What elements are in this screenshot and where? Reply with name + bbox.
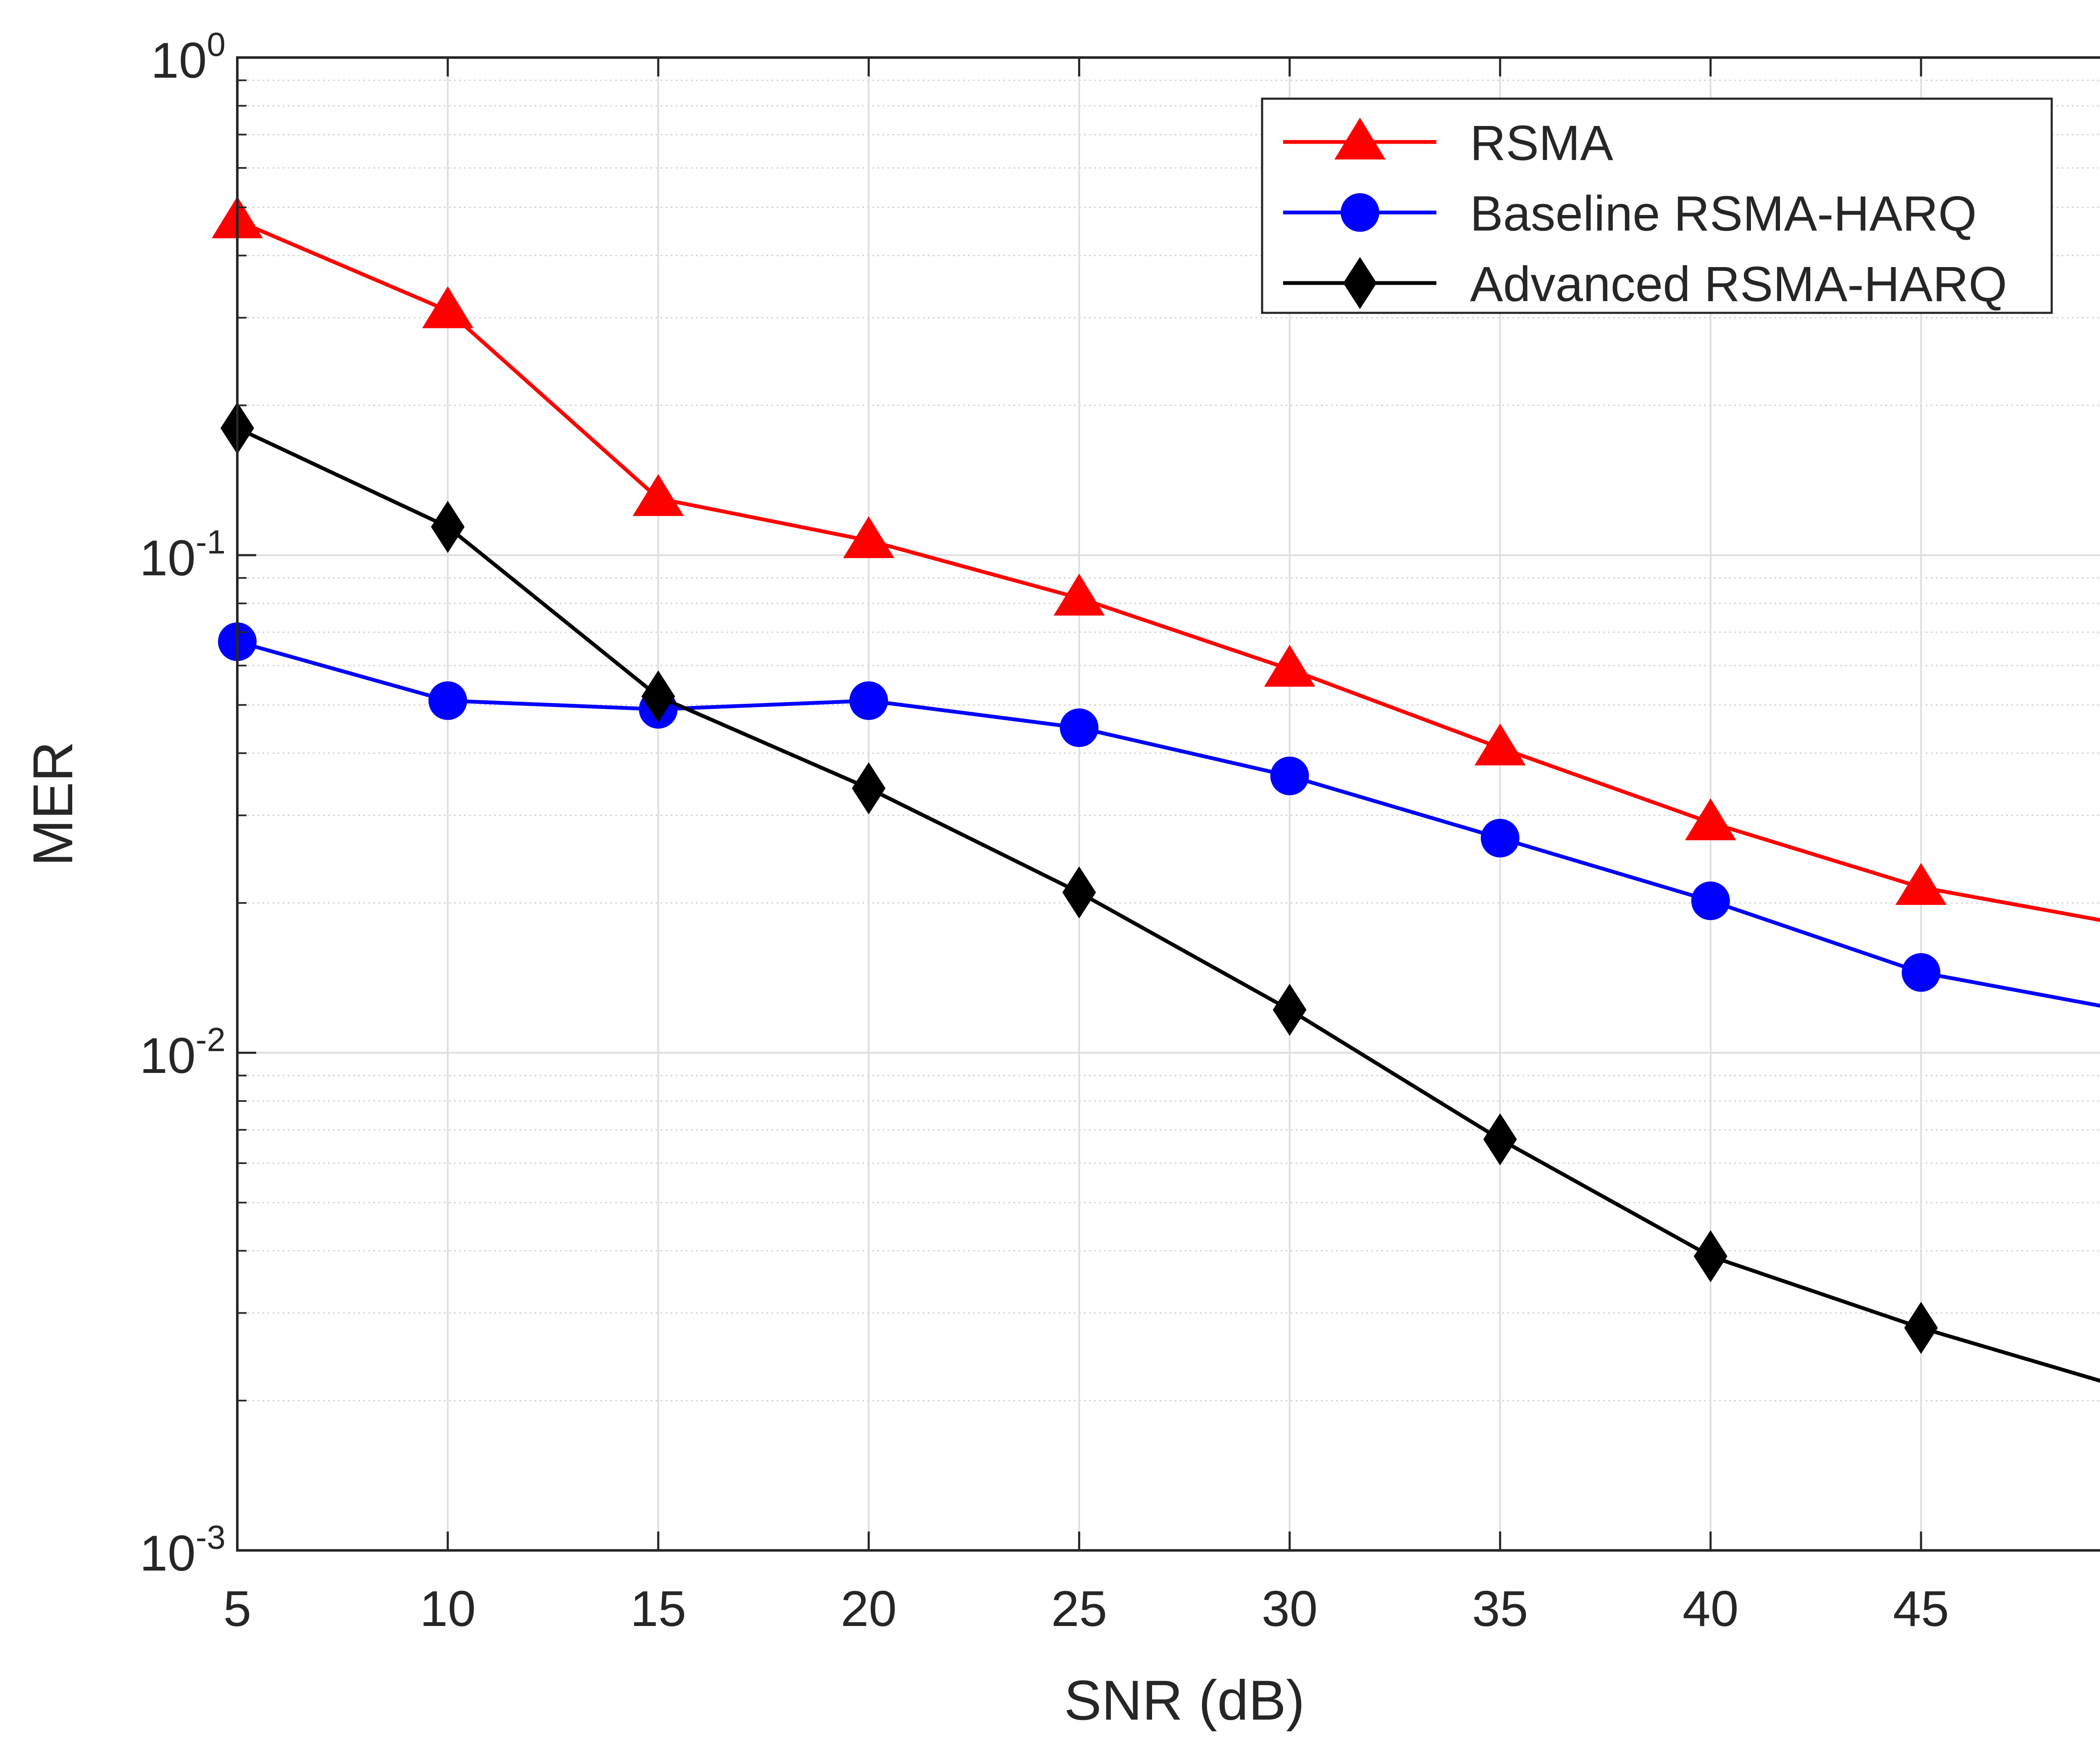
data-point-advanced-rsma-harq [641,670,675,723]
legend: RSMA Baseline RSMA-HARQ Advanced RSMA-HARQ [1261,97,2053,314]
y-tick-label: 10-2 [139,1021,226,1084]
x-tick-label: 40 [1683,1581,1738,1637]
series-layer [212,196,2100,1383]
plot-frame [236,56,2100,1552]
data-point-advanced-rsma-harq [1693,1230,1727,1282]
data-point-baseline-rsma-harq [1691,881,1730,920]
x-tick-label: 45 [1893,1581,1949,1637]
data-point-baseline-rsma-harq [1270,756,1309,795]
series-advanced-rsma-harq [220,402,2100,1383]
y-tick-label: 10-3 [139,1518,226,1581]
series-line-baseline-rsma-harq [236,640,2100,1008]
data-point-advanced-rsma-harq [1904,1302,1938,1354]
data-point-advanced-rsma-harq [852,762,886,815]
legend-marker [1334,118,1386,160]
data-point-advanced-rsma-harq [431,501,465,553]
x-tick-label: 25 [1051,1581,1107,1637]
series-line-rsma [236,219,2100,922]
data-point-advanced-rsma-harq [1062,866,1096,919]
x-tick-label: 10 [420,1581,475,1637]
data-point-baseline-rsma-harq [1480,818,1520,858]
data-point-rsma [1895,863,1947,905]
series-rsma [212,196,2100,922]
data-point-baseline-rsma-harq [1901,953,1940,992]
y-tick-label: 10-1 [139,523,226,586]
data-point-rsma [1053,574,1105,616]
y-axis-label: MER [22,741,84,866]
legend-marker [1341,193,1379,232]
x-tick-label: 15 [630,1581,686,1637]
legend-label: RSMA [1470,115,1613,171]
legend-marker [1343,257,1377,309]
x-axis-label: SNR (dB) [1064,1669,1305,1732]
x-tick-label: 20 [841,1581,897,1637]
x-tick-label: 5 [223,1581,252,1637]
legend-label: Advanced RSMA-HARQ [1470,257,2007,312]
x-tick-label: 30 [1262,1581,1318,1637]
data-point-baseline-rsma-harq [849,681,888,720]
data-point-rsma [843,516,895,558]
x-tick-label: 35 [1472,1581,1528,1637]
legend-box [1261,97,2053,314]
series-line-advanced-rsma-harq [236,426,2100,1383]
data-point-advanced-rsma-harq [1483,1113,1517,1166]
y-tick-label: 100 [151,26,226,89]
data-point-baseline-rsma-harq [1060,708,1099,747]
data-point-advanced-rsma-harq [1273,983,1307,1036]
data-point-rsma [422,286,474,328]
data-point-rsma [1685,798,1736,840]
data-point-baseline-rsma-harq [428,681,467,720]
legend-label: Baseline RSMA-HARQ [1470,186,1977,241]
data-point-rsma [1474,723,1526,766]
data-point-rsma [633,474,684,516]
data-point-rsma [1264,645,1315,687]
